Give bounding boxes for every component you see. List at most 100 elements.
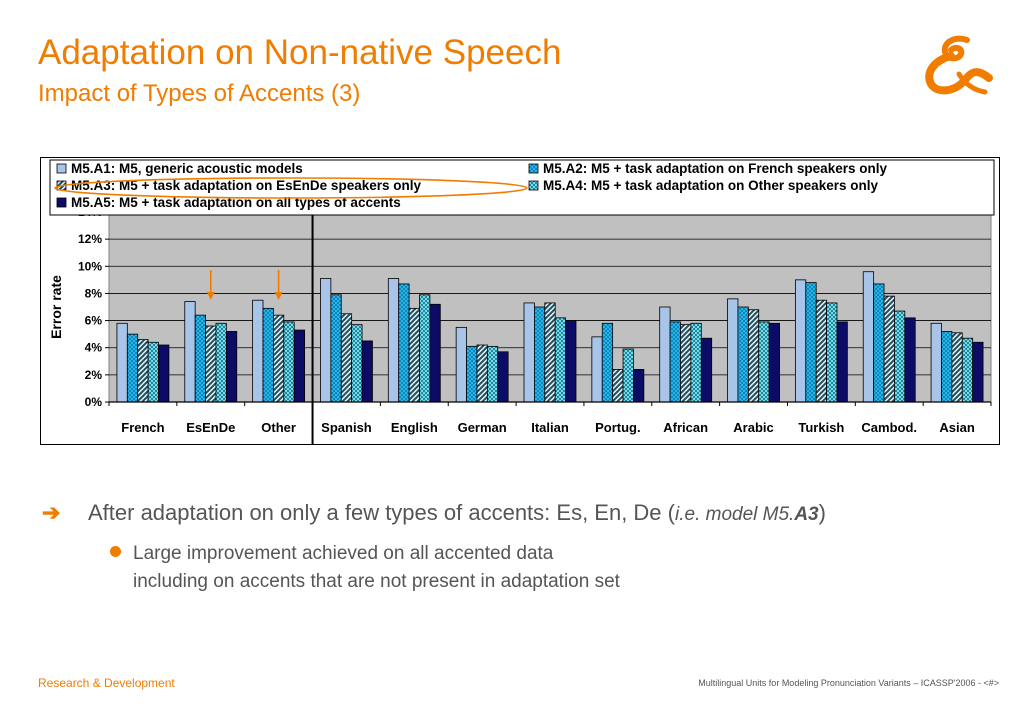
- bar: [565, 320, 577, 403]
- bar: [523, 302, 535, 403]
- sub-bullet-line-1: Large improvement achieved on all accent…: [133, 543, 554, 564]
- bullet-close-paren: ): [818, 500, 826, 525]
- y-tick-label: 2%: [85, 368, 103, 382]
- bar: [283, 321, 295, 403]
- bar: [941, 331, 953, 403]
- x-tick-label: Asian: [939, 420, 974, 435]
- bar: [612, 369, 624, 403]
- bar: [147, 341, 159, 403]
- bar: [408, 307, 420, 403]
- bar: [205, 325, 217, 403]
- bar: [622, 348, 634, 403]
- bar: [340, 313, 353, 403]
- bar: [544, 302, 556, 403]
- bar: [455, 326, 467, 403]
- sub-bullet-line-2: including on accents that are not presen…: [133, 571, 620, 592]
- bar: [533, 306, 546, 403]
- bar: [486, 345, 499, 403]
- bar: [184, 301, 196, 403]
- bar: [419, 294, 431, 403]
- bar: [351, 324, 363, 403]
- ampersand-logo-icon: [915, 34, 995, 101]
- bar: [930, 322, 942, 403]
- bar: [883, 295, 895, 403]
- bar: [194, 314, 206, 403]
- y-tick-label: 8%: [85, 286, 103, 300]
- x-tick-label: English: [391, 420, 438, 435]
- bar: [747, 309, 760, 403]
- bar: [690, 322, 702, 403]
- bar: [826, 302, 838, 403]
- x-tick-label: Other: [261, 420, 296, 435]
- bar: [225, 331, 238, 403]
- slide-title: Adaptation on Non-native Speech: [38, 33, 562, 72]
- bar: [972, 341, 984, 403]
- x-tick-label: Turkish: [798, 420, 844, 435]
- bar: [659, 306, 671, 403]
- bar: [252, 299, 264, 403]
- bar: [951, 332, 963, 403]
- bar: [273, 314, 285, 403]
- bar: [815, 299, 827, 403]
- footer-department: Research & Development: [38, 676, 175, 690]
- chart-frame: 0%2%4%6%8%10%12%14%Error rateFrenchEsEnD…: [40, 157, 1000, 445]
- y-tick-label: 4%: [85, 341, 103, 355]
- legend-box: [49, 159, 995, 216]
- bar: [330, 294, 342, 403]
- x-tick-label: French: [121, 420, 164, 435]
- bar: [466, 345, 478, 403]
- bar: [429, 303, 441, 403]
- legend-entry: M5.A4: M5 + task adaptation on Other spe…: [543, 178, 878, 193]
- bar: [737, 306, 749, 403]
- bar: [137, 339, 149, 403]
- bar: [680, 324, 692, 403]
- bar: [554, 317, 567, 403]
- y-axis-label: Error rate: [48, 275, 64, 339]
- x-tick-label: African: [663, 420, 708, 435]
- y-tick-label: 6%: [85, 314, 103, 328]
- x-tick-label: German: [458, 420, 507, 435]
- bullet-italic-part: i.e. model M5.: [675, 504, 795, 525]
- bar: [894, 310, 906, 403]
- right-arrow-icon: ➔: [42, 500, 61, 525]
- bar: [727, 298, 739, 403]
- bar: [126, 333, 139, 403]
- legend-swatch: [528, 180, 539, 191]
- bar: [758, 321, 770, 403]
- legend-entry: M5.A2: M5 + task adaptation on French sp…: [543, 161, 887, 176]
- slide-subtitle: Impact of Types of Accents (3): [38, 80, 361, 107]
- bar: [862, 271, 875, 403]
- footer-citation: Multilingual Units for Modeling Pronunci…: [698, 678, 999, 688]
- bar: [476, 344, 488, 403]
- legend-entry: M5.A1: M5, generic acoustic models: [71, 161, 303, 176]
- bar: [158, 344, 170, 403]
- bar: [116, 322, 128, 403]
- x-tick-label: Portug.: [595, 420, 641, 435]
- bar: [497, 351, 509, 403]
- bar: [805, 282, 817, 403]
- bar-chart: 0%2%4%6%8%10%12%14%Error rateFrenchEsEnD…: [48, 159, 995, 444]
- annotation-arrow-head: [206, 292, 215, 300]
- x-tick-label: Arabic: [733, 420, 773, 435]
- bullet-main-text: After adaptation on only a few types of …: [88, 500, 675, 525]
- bar: [961, 337, 974, 403]
- bar: [700, 337, 713, 403]
- bullet-italic-text: i.e. model M5.A3: [675, 504, 819, 525]
- bar: [387, 278, 400, 403]
- x-tick-label: Cambod.: [861, 420, 917, 435]
- bar: [836, 321, 848, 403]
- bar: [262, 307, 274, 403]
- bar: [669, 321, 681, 403]
- bullet-point-main: ➔ After adaptation on only a few types of…: [42, 500, 826, 528]
- y-tick-label: 12%: [78, 232, 102, 246]
- x-tick-label: EsEnDe: [186, 420, 235, 435]
- bullet-point-sub: Large improvement achieved on all accent…: [110, 540, 620, 596]
- bar: [873, 283, 885, 403]
- bar: [215, 322, 227, 403]
- y-tick-label: 0%: [85, 395, 103, 409]
- legend-swatch: [528, 163, 539, 174]
- legend-swatch: [56, 197, 67, 208]
- bar: [320, 278, 332, 403]
- bar: [293, 329, 306, 403]
- bar: [794, 279, 807, 403]
